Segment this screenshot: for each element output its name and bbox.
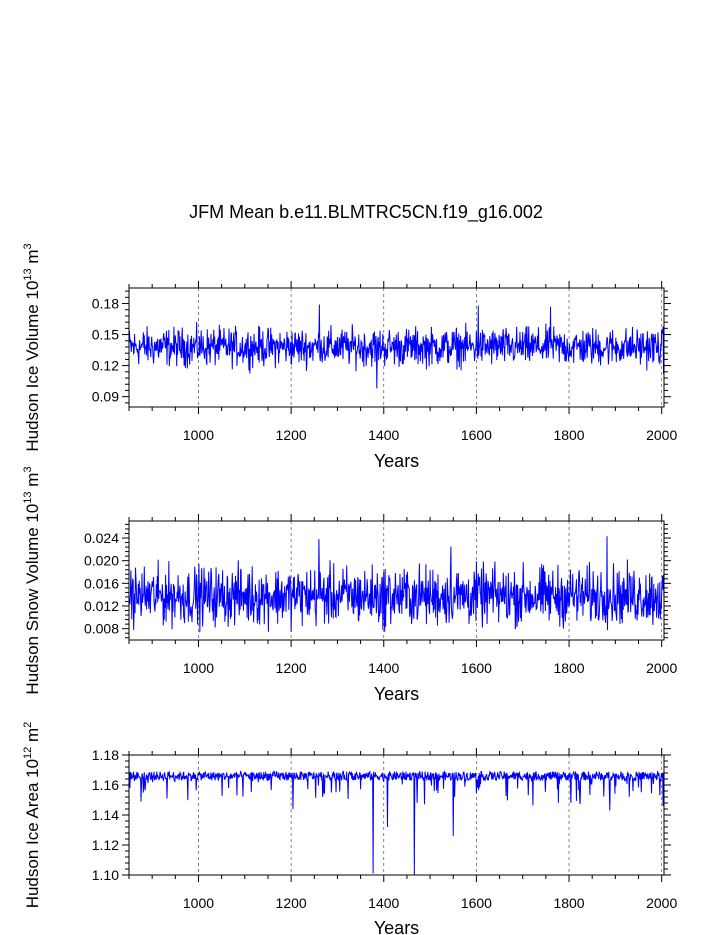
y-tick-label: 1.10	[92, 867, 119, 883]
x-tick-label: 1200	[276, 660, 307, 676]
y-axis-label: Hudson Ice Volume 1013 m3	[22, 243, 42, 451]
x-tick-label: 2000	[646, 895, 677, 911]
x-tick-label: 1400	[368, 895, 399, 911]
x-tick-label: 1400	[368, 427, 399, 443]
y-tick-label: 0.012	[84, 598, 119, 614]
x-tick-label: 1200	[276, 427, 307, 443]
x-tick-label: 1600	[461, 660, 492, 676]
y-axis-label: Hudson Ice Area 1012 m2	[22, 722, 42, 909]
x-tick-label: 1800	[553, 895, 584, 911]
series-line	[128, 304, 665, 389]
y-axis-label: Hudson Snow Volume 1013 m3	[22, 466, 42, 694]
y-tick-label: 0.09	[92, 389, 119, 405]
x-axis-label: Years	[374, 451, 419, 471]
plot-frame	[128, 520, 665, 641]
plot-frame	[128, 287, 665, 408]
y-tick-label: 1.18	[92, 747, 119, 763]
y-tick-label: 0.024	[84, 530, 119, 546]
x-tick-label: 2000	[646, 660, 677, 676]
y-tick-label: 0.008	[84, 621, 119, 637]
x-axis-label: Years	[374, 918, 419, 935]
y-tick-label: 1.14	[92, 807, 119, 823]
series-line	[128, 770, 665, 876]
x-tick-label: 1400	[368, 660, 399, 676]
y-tick-label: 0.020	[84, 553, 119, 569]
figure-title: JFM Mean b.e11.BLMTRC5CN.f19_g16.002	[189, 202, 543, 223]
y-tick-label: 0.12	[92, 358, 119, 374]
panel-2: 1000 1200 1400 1600 1800 2000 0.008 0.012 0.016 0…	[22, 466, 677, 704]
y-tick-label: 1.12	[92, 837, 119, 853]
y-tick-label: 0.15	[92, 327, 119, 343]
panel-1: 1000 1200 1400 1600 1800 2000 0.09 0.12 0.15 0.18…	[22, 243, 677, 471]
y-tick-label: 0.18	[92, 296, 119, 312]
x-tick-label: 1000	[183, 895, 214, 911]
series-line	[128, 536, 665, 633]
x-tick-label: 2000	[646, 427, 677, 443]
y-tick-label: 0.016	[84, 575, 119, 591]
x-tick-label: 1600	[461, 895, 492, 911]
panel-3: 1000 1200 1400 1600 1800 2000 1.10 1.12 1.14 1.16…	[22, 722, 677, 935]
x-tick-label: 1000	[183, 660, 214, 676]
x-tick-label: 1200	[276, 895, 307, 911]
x-tick-label: 1800	[553, 660, 584, 676]
x-tick-label: 1800	[553, 427, 584, 443]
x-tick-label: 1000	[183, 427, 214, 443]
x-axis-label: Years	[374, 684, 419, 704]
x-tick-label: 1600	[461, 427, 492, 443]
y-tick-label: 1.16	[92, 777, 119, 793]
